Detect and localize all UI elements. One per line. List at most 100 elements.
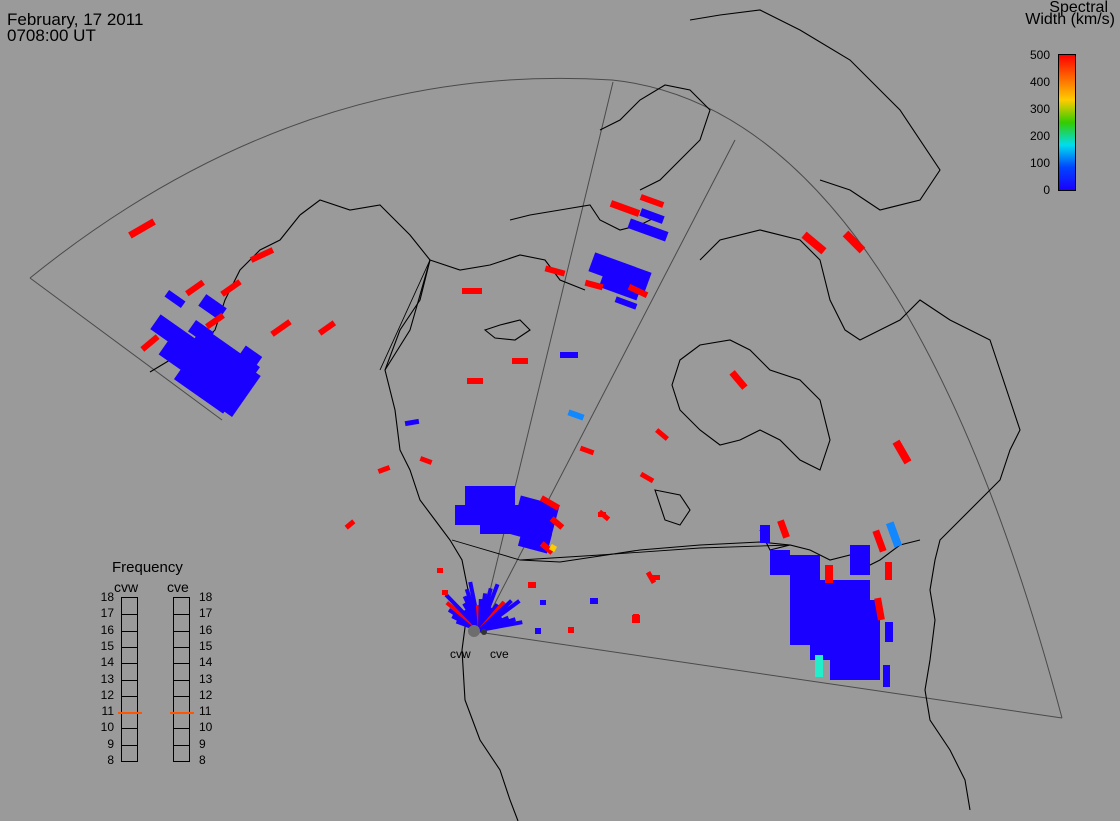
- frequency-level-right: 11: [199, 704, 212, 719]
- echo-cell: [528, 582, 536, 588]
- echo-cell: [627, 218, 669, 242]
- colorbar-tick-label: 200: [1029, 129, 1050, 143]
- colorbar-tick-label: 0: [1043, 183, 1050, 197]
- echo-cell: [815, 655, 823, 677]
- frequency-level-left: 16: [100, 622, 114, 637]
- echo-cell: [548, 543, 558, 553]
- frequency-level-left: 15: [100, 638, 114, 653]
- frequency-level-right: 17: [199, 606, 213, 621]
- echo-cell: [164, 289, 186, 309]
- echo-cell: [627, 284, 649, 298]
- echo-cell: [588, 252, 652, 292]
- frequency-level-right: 18: [199, 590, 213, 604]
- echo-cell: [544, 265, 566, 277]
- echo-cell: [568, 627, 574, 633]
- frequency-column-cvw: [121, 597, 138, 762]
- time-label: 0708:00 UT: [7, 26, 96, 45]
- frequency-level-right: 15: [199, 638, 213, 653]
- radar-site-marker-cve: [481, 629, 487, 635]
- echo-cell: [614, 296, 638, 310]
- echo-cell: [892, 439, 912, 465]
- echo-ray: [479, 620, 523, 632]
- echo-cell: [830, 600, 880, 680]
- colorbar-tick-label: 400: [1029, 75, 1050, 89]
- echo-cell: [512, 358, 528, 364]
- frequency-level-left: 14: [100, 655, 114, 670]
- echo-cell: [598, 273, 642, 301]
- echo-cell: [885, 562, 892, 580]
- coastlines: [149, 9, 1021, 821]
- echo-cell: [128, 218, 156, 239]
- echo-cell: [655, 428, 669, 441]
- frequency-radar-cve: cve: [167, 579, 189, 595]
- echo-cell: [220, 279, 242, 297]
- echo-cell: [850, 545, 870, 575]
- frequency-level-left: 17: [100, 606, 114, 621]
- frequency-level-left: 8: [107, 753, 114, 767]
- frequency-level-right: 12: [199, 687, 213, 702]
- frequency-level-right: 13: [199, 671, 213, 686]
- echo-cell: [199, 353, 261, 417]
- echo-cell: [187, 319, 215, 345]
- frequency-level-right: 14: [199, 655, 213, 670]
- echo-cell: [465, 486, 515, 506]
- frequency-indicator-cvw: [118, 712, 142, 715]
- echo-cell: [185, 279, 205, 297]
- colorbar-tick-label: 500: [1029, 48, 1050, 62]
- colorbar-title-line1: Spectral: [1049, 0, 1108, 16]
- echo-cell: [153, 317, 177, 337]
- frequency-level-left: 18: [100, 590, 114, 604]
- frequency-level-left: 11: [101, 704, 114, 719]
- echo-cell: [198, 294, 227, 320]
- echo-cell: [462, 288, 482, 294]
- echo-cell: [874, 597, 885, 621]
- echo-cell: [317, 320, 337, 336]
- echo-cell: [377, 465, 391, 474]
- echo-cell: [777, 519, 790, 539]
- field-of-view: [29, 77, 1063, 719]
- radar-sites: [468, 625, 487, 637]
- echo-cell: [539, 495, 561, 511]
- echo-cell: [567, 409, 585, 421]
- echo-cell: [825, 565, 833, 583]
- echo-cell: [883, 665, 890, 687]
- echo-cell: [639, 194, 665, 208]
- frequency-radar-cvw: cvw: [114, 579, 139, 595]
- frequency-level-right: 16: [199, 622, 213, 637]
- echo-cell: [442, 590, 448, 595]
- frequency-column-cve: [173, 597, 190, 762]
- frequency-level-left: 10: [100, 720, 114, 735]
- echo-cell: [437, 568, 443, 573]
- echo-cell: [590, 598, 598, 604]
- echo-cell: [237, 345, 263, 369]
- echo-cell: [560, 352, 578, 358]
- echo-cell: [872, 529, 887, 553]
- echo-cell: [801, 231, 827, 255]
- echo-cell: [140, 334, 160, 352]
- colorbar-tick-label: 100: [1029, 156, 1050, 170]
- radar-label-cvw: cvw: [450, 647, 471, 661]
- echo-cell: [885, 521, 903, 548]
- echo-cell: [540, 600, 546, 605]
- echo-cell: [639, 471, 655, 484]
- frequency-level-left: 12: [100, 687, 114, 702]
- colorbar-tick-label: 300: [1029, 102, 1050, 116]
- date-label: February, 17 2011: [7, 10, 144, 29]
- echo-cell: [729, 370, 748, 390]
- echo-cell: [270, 319, 292, 337]
- colorbar: [1058, 54, 1076, 191]
- echo-cell: [404, 418, 420, 427]
- echo-cell: [609, 200, 641, 217]
- echo-cell: [633, 614, 639, 622]
- frequency-level-left: 13: [100, 671, 114, 686]
- echo-cell: [598, 512, 606, 517]
- colorbar-title-line2: Width (km/s): [1025, 11, 1115, 28]
- echo-cell: [639, 208, 665, 224]
- frequency-level-right: 10: [199, 720, 213, 735]
- echo-cell: [885, 622, 893, 642]
- frequency-indicator-cve: [170, 712, 194, 715]
- echo-cell: [539, 541, 555, 555]
- echo-cell: [249, 247, 275, 263]
- frequency-level-right: 8: [199, 753, 206, 767]
